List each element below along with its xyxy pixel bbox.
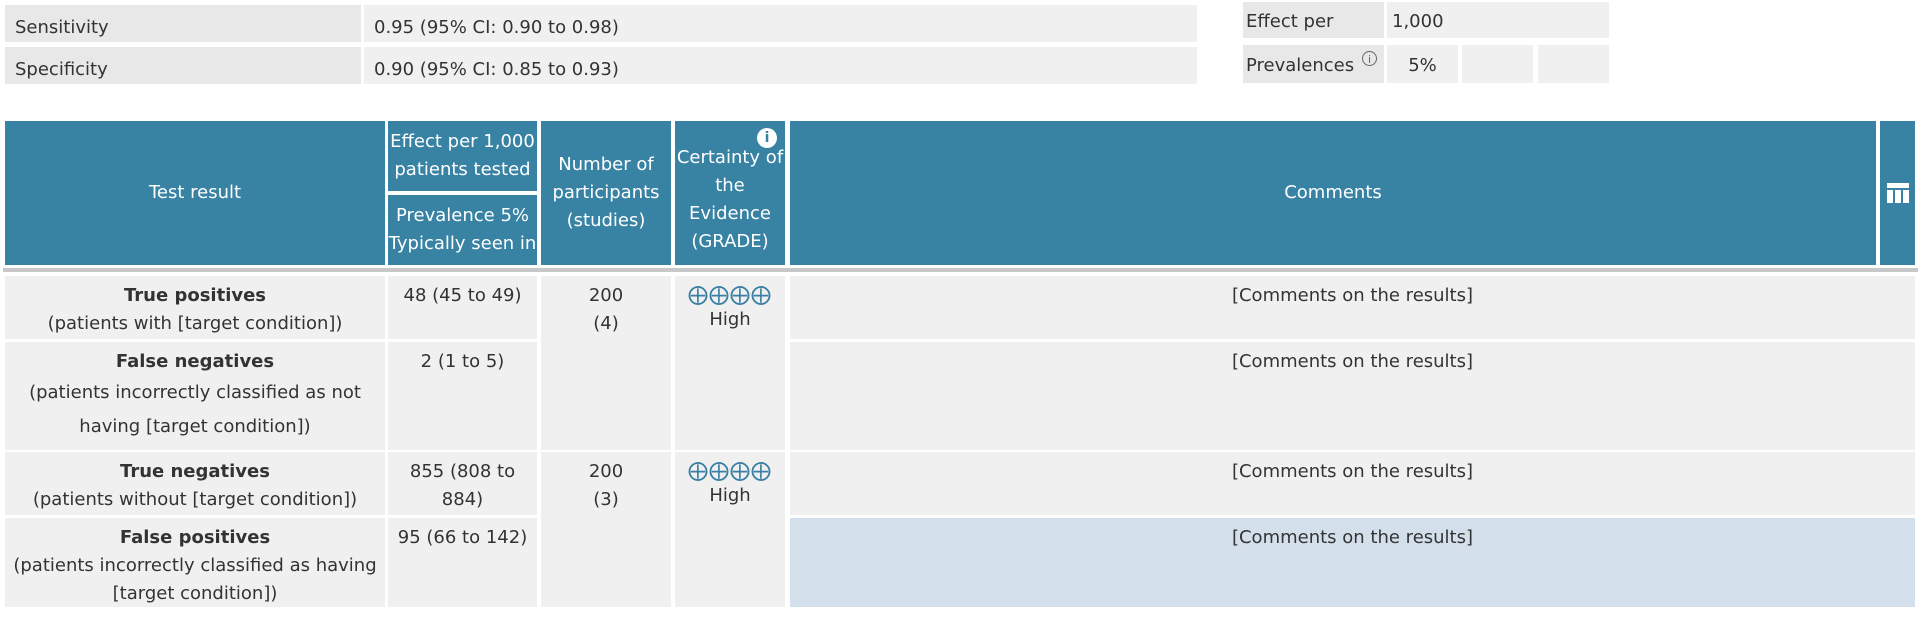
- prevalence-3[interactable]: [1538, 45, 1609, 83]
- effect-per-value[interactable]: 1,000: [1387, 2, 1609, 38]
- prevalence-1[interactable]: 5%: [1387, 45, 1458, 83]
- certainty-cell[interactable]: ⨁⨁⨁⨁ High: [675, 452, 785, 607]
- info-icon[interactable]: i: [1362, 51, 1377, 66]
- comments-cell-selected[interactable]: [Comments on the results]: [790, 518, 1915, 607]
- header-effect-per: Effect per 1,000 patients tested: [388, 121, 537, 191]
- effect-per-label: Effect per: [1243, 2, 1384, 38]
- row-description: (patients without [target condition]): [32, 489, 358, 510]
- row-false-positives: False positives (patients incorrectly cl…: [5, 518, 385, 607]
- participants-cell[interactable]: 200 (4): [541, 276, 671, 450]
- row-description: (patients incorrectly classified as havi…: [13, 555, 377, 604]
- comments-cell[interactable]: [Comments on the results]: [790, 452, 1915, 515]
- row-title: False positives: [119, 527, 271, 548]
- comments-cell[interactable]: [Comments on the results]: [790, 342, 1915, 450]
- effect-cell[interactable]: 855 (808 to 884): [388, 452, 537, 515]
- row-title: True negatives: [120, 461, 270, 482]
- sensitivity-value[interactable]: 0.95 (95% CI: 0.90 to 0.98): [364, 5, 1197, 42]
- header-test-result: Test result: [5, 121, 385, 265]
- grade-high-icon: ⨁⨁⨁⨁: [688, 458, 772, 482]
- row-false-negatives: False negatives (patients incorrectly cl…: [5, 342, 385, 450]
- header-participants: Number of participants (studies): [541, 121, 671, 265]
- effect-cell[interactable]: 95 (66 to 142): [388, 518, 537, 607]
- specificity-value[interactable]: 0.90 (95% CI: 0.85 to 0.93): [364, 47, 1197, 84]
- row-description: (patients incorrectly classified as not …: [29, 382, 361, 437]
- prevalences-label: Prevalences i: [1243, 45, 1384, 83]
- sensitivity-label: Sensitivity: [5, 5, 361, 42]
- header-prevalence[interactable]: Prevalence 5% Typically seen in: [388, 195, 537, 265]
- comments-cell[interactable]: [Comments on the results]: [790, 276, 1915, 339]
- prevalence-2[interactable]: [1462, 45, 1533, 83]
- info-icon[interactable]: i: [757, 128, 777, 148]
- header-comments: Comments: [790, 121, 1876, 265]
- row-title: False negatives: [115, 351, 275, 372]
- specificity-label: Specificity: [5, 47, 361, 84]
- columns-icon: [1886, 183, 1909, 203]
- effect-cell[interactable]: 2 (1 to 5): [388, 342, 537, 450]
- header-certainty: i Certainty of the Evidence (GRADE): [675, 121, 785, 265]
- row-true-negatives: True negatives (patients without [target…: [5, 452, 385, 515]
- row-description: (patients with [target condition]): [47, 313, 343, 334]
- certainty-cell[interactable]: ⨁⨁⨁⨁ High: [675, 276, 785, 450]
- row-true-positives: True positives (patients with [target co…: [5, 276, 385, 339]
- effect-cell[interactable]: 48 (45 to 49): [388, 276, 537, 339]
- participants-cell[interactable]: 200 (3): [541, 452, 671, 607]
- row-title: True positives: [123, 285, 267, 306]
- grade-high-icon: ⨁⨁⨁⨁: [688, 282, 772, 306]
- columns-button[interactable]: [1880, 121, 1915, 265]
- header-divider: [3, 268, 1918, 272]
